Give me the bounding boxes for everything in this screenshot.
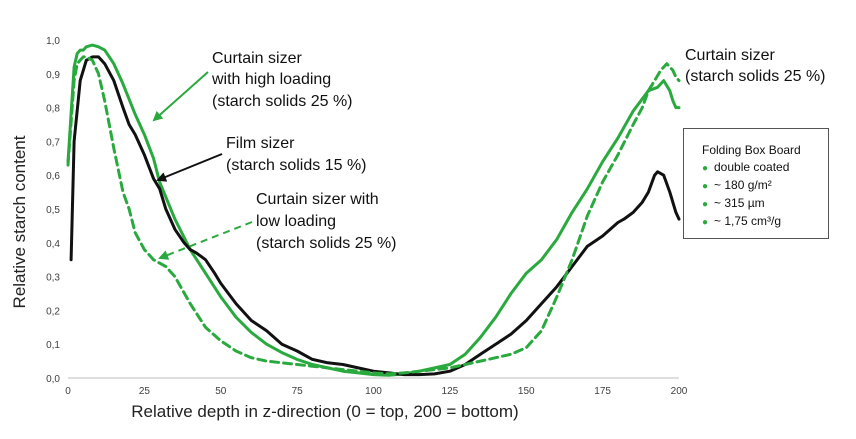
x-tick-label: 125 xyxy=(442,386,459,397)
series-line-2 xyxy=(69,55,681,377)
annotation-arrow xyxy=(156,153,223,182)
annotation-line: Curtain sizer xyxy=(685,47,775,64)
annotation-line: (starch solids 25 %) xyxy=(212,93,353,110)
info-box-item: ● ~ 315 µm xyxy=(702,195,828,213)
y-tick-label: 0,0 xyxy=(46,374,60,385)
annotation-film-sizer: Film sizer (starch solids 15 %) xyxy=(156,135,367,182)
info-box: Folding Box Board ● double coated ● ~ 180 … xyxy=(683,128,829,239)
x-tick-label: 150 xyxy=(518,386,535,397)
annotation-line: Curtain sizer with xyxy=(256,191,379,208)
y-tick-label: 0,1 xyxy=(46,340,60,351)
annotation-line: Film sizer xyxy=(226,135,295,152)
x-tick-label: 0 xyxy=(65,386,71,397)
y-tick-label: 0,6 xyxy=(46,171,60,182)
annotation-curtain-low: Curtain sizer with low loading (starch s… xyxy=(158,191,397,260)
annotation-curtain-right: Curtain sizer (starch solids 25 %) xyxy=(685,47,826,85)
info-box-item-text: ~ 180 g/m² xyxy=(714,178,772,192)
info-box-item: ● double coated xyxy=(702,159,828,177)
series-line-1 xyxy=(66,43,681,377)
series-line-3 xyxy=(66,55,681,376)
x-tick-label: 25 xyxy=(139,386,151,397)
annotation-line: low loading xyxy=(256,213,336,230)
annotation-line: (starch solids 25 %) xyxy=(256,235,397,252)
info-box-item-text: ~ 315 µm xyxy=(714,196,765,210)
y-axis-title: Relative starch content xyxy=(10,135,29,308)
y-tick-label: 0,2 xyxy=(46,306,60,317)
bullet-dot-icon: ● xyxy=(702,181,709,192)
x-tick-label: 75 xyxy=(292,386,304,397)
y-tick-label: 0,8 xyxy=(46,104,60,115)
annotation-line: with high loading xyxy=(211,71,331,88)
x-tick-label: 175 xyxy=(594,386,611,397)
y-tick-label: 0,3 xyxy=(46,273,60,284)
info-box-item: ● ~ 180 g/m² xyxy=(702,177,828,195)
info-box-item: ● ~ 1,75 cm³/g xyxy=(702,213,828,231)
info-box-title: Folding Box Board xyxy=(702,143,801,157)
bullet-dot-icon: ● xyxy=(702,199,709,210)
info-box-item-text: ~ 1,75 cm³/g xyxy=(714,214,782,228)
x-axis-title: Relative depth in z-direction (0 = top, … xyxy=(131,402,518,421)
y-tick-label: 0,7 xyxy=(46,137,60,148)
annotation-arrow xyxy=(158,221,253,260)
info-box-item-text: double coated xyxy=(714,160,790,174)
x-tick-label: 100 xyxy=(365,386,382,397)
x-tick-label: 200 xyxy=(671,386,688,397)
x-tick-label: 50 xyxy=(215,386,227,397)
annotation-line: (starch solids 15 %) xyxy=(226,157,367,174)
bullet-dot-icon: ● xyxy=(702,217,709,228)
y-tick-labels: 0,0 0,1 0,2 0,3 0,4 0,5 0,6 0,7 0,8 0,9 1,0 xyxy=(46,36,60,385)
y-tick-label: 0,5 xyxy=(46,205,60,216)
series-group xyxy=(66,43,681,377)
annotation-line: Curtain sizer xyxy=(212,50,302,67)
annotation-curtain-high: Curtain sizer with high loading (starch … xyxy=(152,50,353,122)
y-tick-label: 0,9 xyxy=(46,70,60,81)
y-tick-label: 0,4 xyxy=(46,239,60,250)
annotation-line: (starch solids 25 %) xyxy=(685,68,826,85)
bullet-dot-icon: ● xyxy=(702,163,709,174)
y-tick-label: 1,0 xyxy=(46,36,60,47)
x-tick-labels: 0 25 50 75 100 125 150 175 200 xyxy=(65,386,688,397)
annotation-arrow xyxy=(152,71,209,122)
